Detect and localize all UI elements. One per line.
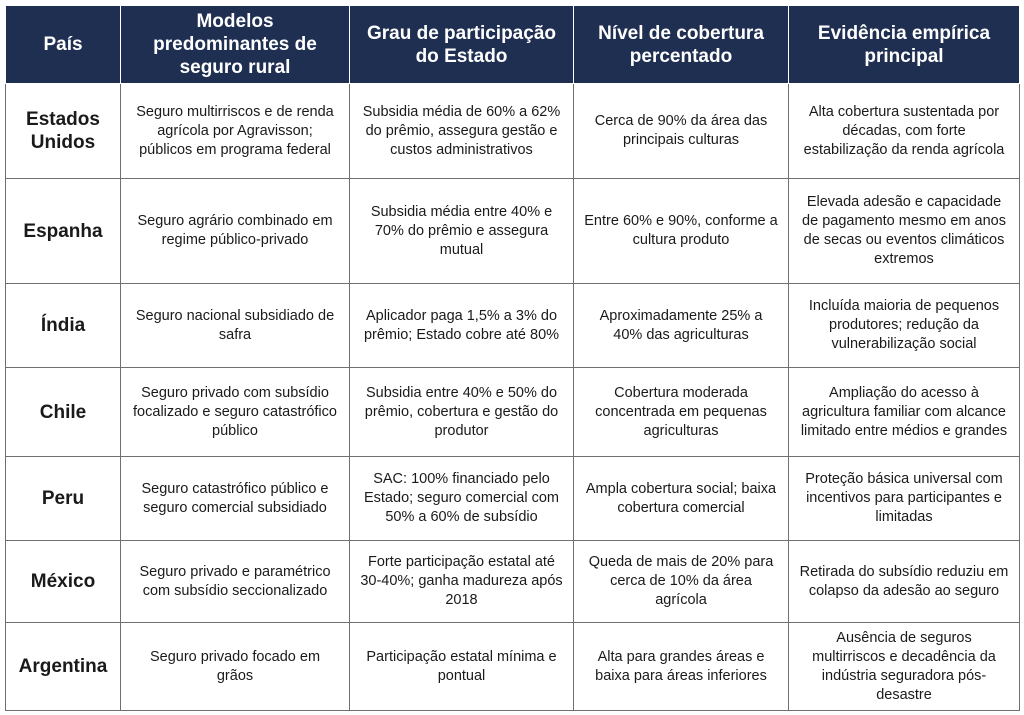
table-row: México Seguro privado e paramétrico com … <box>5 540 1020 623</box>
models-cell: Seguro catastrófico público e seguro com… <box>120 456 350 541</box>
country-cell: Espanha <box>5 178 121 284</box>
table-row: Chile Seguro privado com subsídio focali… <box>5 367 1020 457</box>
header-main-evidence: Evidência empírica principal <box>788 5 1020 84</box>
models-cell: Seguro privado com subsídio focalizado e… <box>120 367 350 457</box>
table-row: Índia Seguro nacional subsidiado de safr… <box>5 283 1020 368</box>
header-models: Modelos predominantes de seguro rural <box>120 5 350 84</box>
evidence-cell: Elevada adesão e capacidade de pagamento… <box>788 178 1020 284</box>
evidence-cell: Ampliação do acesso à agricultura famili… <box>788 367 1020 457</box>
evidence-cell: Retirada do subsídio reduziu em colapso … <box>788 540 1020 623</box>
header-coverage-level: Nível de cobertura percentado <box>573 5 789 84</box>
coverage-cell: Cerca de 90% da área das principais cult… <box>573 83 789 179</box>
table-row: Espanha Seguro agrário combinado em regi… <box>5 178 1020 284</box>
models-cell: Seguro privado focado em grãos <box>120 622 350 711</box>
country-cell: Argentina <box>5 622 121 711</box>
country-cell: Índia <box>5 283 121 368</box>
country-cell: Estados Unidos <box>5 83 121 179</box>
country-cell: Peru <box>5 456 121 541</box>
evidence-cell: Incluída maioria de pequenos produtores;… <box>788 283 1020 368</box>
state-cell: SAC: 100% financiado pelo Estado; seguro… <box>349 456 574 541</box>
table-row: Estados Unidos Seguro multirriscos e de … <box>5 83 1020 179</box>
models-cell: Seguro agrário combinado em regime públi… <box>120 178 350 284</box>
evidence-cell: Ausência de seguros multirriscos e decad… <box>788 622 1020 711</box>
header-state-participation: Grau de participação do Estado <box>349 5 574 84</box>
state-cell: Forte participação estatal até 30-40%; g… <box>349 540 574 623</box>
table-row: Argentina Seguro privado focado em grãos… <box>5 622 1020 711</box>
coverage-cell: Queda de mais de 20% para cerca de 10% d… <box>573 540 789 623</box>
coverage-cell: Alta para grandes áreas e baixa para áre… <box>573 622 789 711</box>
models-cell: Seguro nacional subsidiado de safra <box>120 283 350 368</box>
state-cell: Participação estatal mínima e pontual <box>349 622 574 711</box>
state-cell: Subsidia entre 40% e 50% do prêmio, cobe… <box>349 367 574 457</box>
insurance-comparison-table: País Modelos predominantes de seguro rur… <box>5 5 1020 711</box>
coverage-cell: Cobertura moderada concentrada em pequen… <box>573 367 789 457</box>
table-header: País Modelos predominantes de seguro rur… <box>5 5 1020 84</box>
country-cell: Chile <box>5 367 121 457</box>
models-cell: Seguro multirriscos e de renda agrícola … <box>120 83 350 179</box>
state-cell: Aplicador paga 1,5% a 3% do prêmio; Esta… <box>349 283 574 368</box>
country-cell: México <box>5 540 121 623</box>
coverage-cell: Ampla cobertura social; baixa cobertura … <box>573 456 789 541</box>
evidence-cell: Proteção básica universal com incentivos… <box>788 456 1020 541</box>
state-cell: Subsidia média entre 40% e 70% do prêmio… <box>349 178 574 284</box>
coverage-cell: Entre 60% e 90%, conforme a cultura prod… <box>573 178 789 284</box>
header-country: País <box>5 5 121 84</box>
models-cell: Seguro privado e paramétrico com subsídi… <box>120 540 350 623</box>
state-cell: Subsidia média de 60% a 62% do prêmio, a… <box>349 83 574 179</box>
table-body: Estados Unidos Seguro multirriscos e de … <box>5 83 1020 711</box>
evidence-cell: Alta cobertura sustentada por décadas, c… <box>788 83 1020 179</box>
header-row: País Modelos predominantes de seguro rur… <box>5 5 1020 84</box>
table-row: Peru Seguro catastrófico público e segur… <box>5 456 1020 541</box>
coverage-cell: Aproximadamente 25% a 40% das agricultur… <box>573 283 789 368</box>
comparison-table-container: País Modelos predominantes de seguro rur… <box>5 5 1020 711</box>
